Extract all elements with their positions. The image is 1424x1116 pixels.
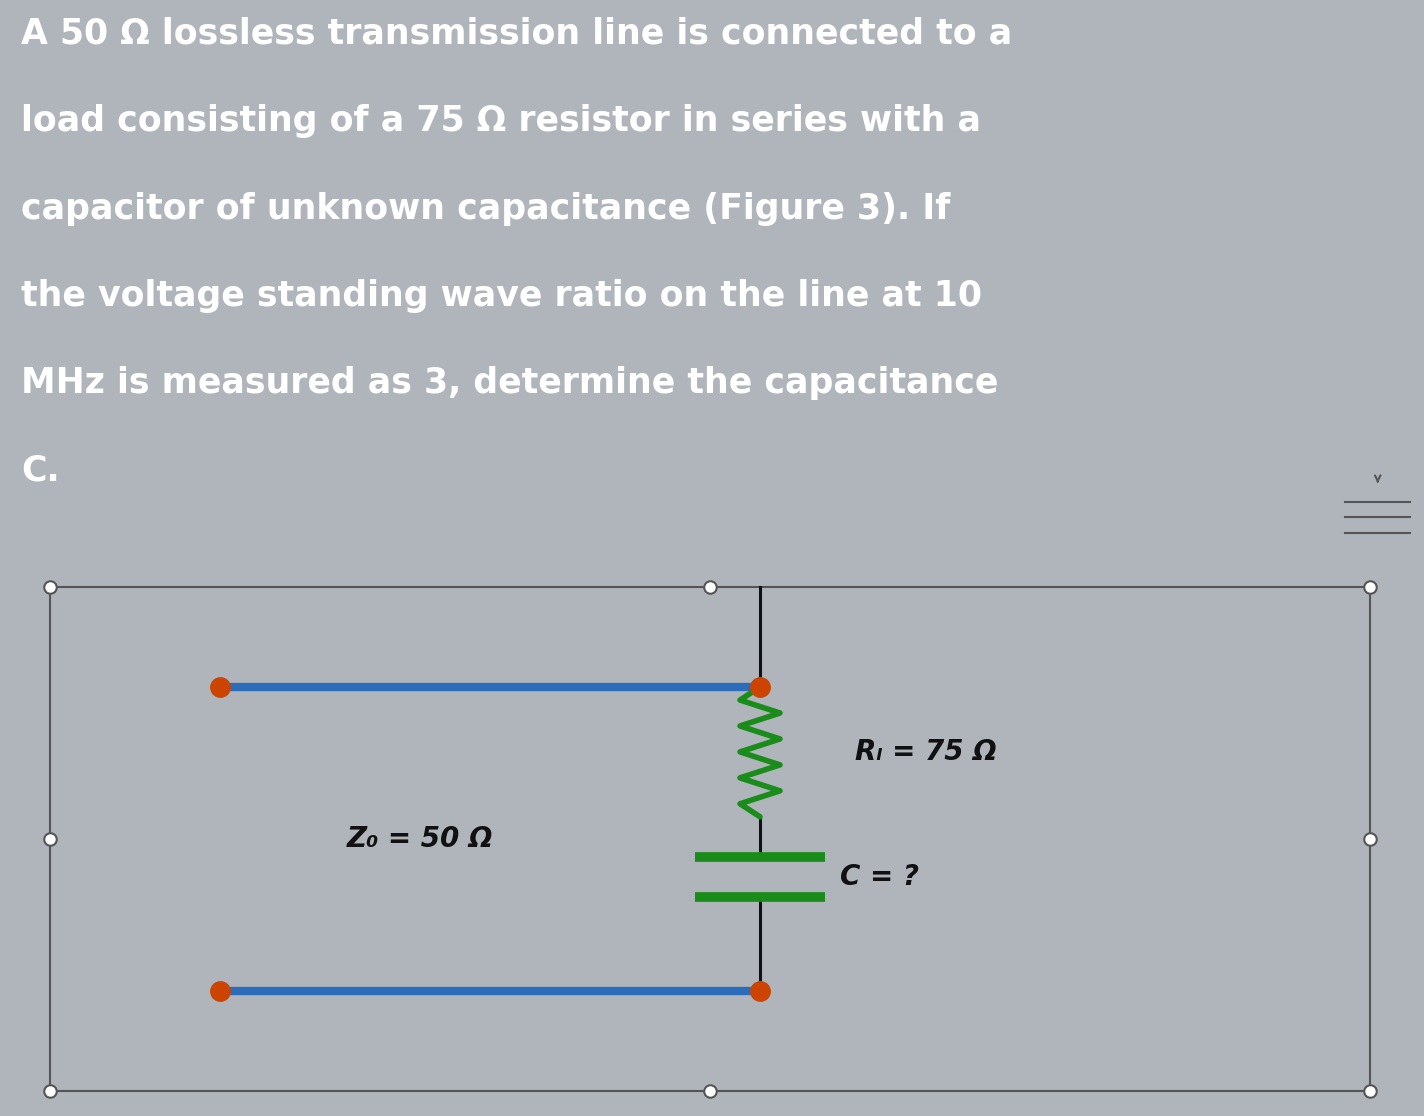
Text: capacitor of unknown capacitance (Figure 3). If: capacitor of unknown capacitance (Figure… [21,192,951,225]
Text: Rₗ = 75 Ω: Rₗ = 75 Ω [854,738,997,766]
Text: C.: C. [21,454,60,488]
Text: C = ?: C = ? [840,863,918,891]
Text: MHz is measured as 3, determine the capacitance: MHz is measured as 3, determine the capa… [21,366,998,401]
Text: the voltage standing wave ratio on the line at 10: the voltage standing wave ratio on the l… [21,279,983,312]
Text: load consisting of a 75 Ω resistor in series with a: load consisting of a 75 Ω resistor in se… [21,104,981,138]
Text: A 50 Ω lossless transmission line is connected to a: A 50 Ω lossless transmission line is con… [21,17,1012,50]
Text: Z₀ = 50 Ω: Z₀ = 50 Ω [347,825,493,853]
